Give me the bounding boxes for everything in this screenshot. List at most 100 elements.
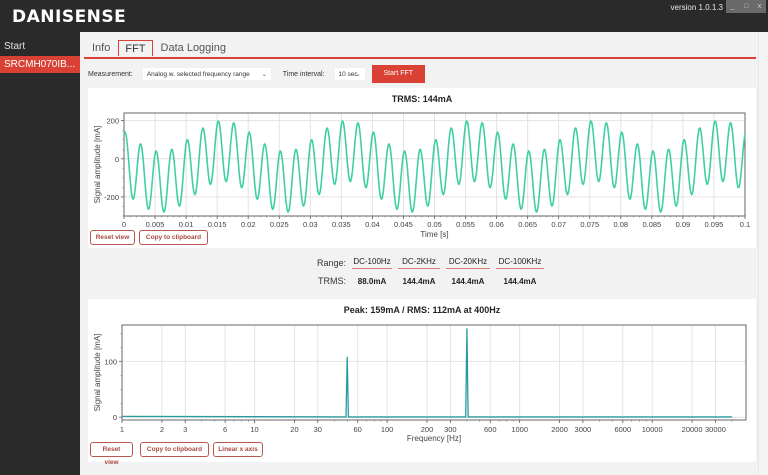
trms-value: 144.4mA (402, 276, 436, 286)
svg-text:6000: 6000 (614, 425, 631, 434)
svg-text:0.015: 0.015 (208, 220, 227, 229)
svg-text:0.095: 0.095 (705, 220, 724, 229)
svg-text:0.075: 0.075 (580, 220, 599, 229)
time-interval-value: 10 sec (338, 71, 358, 78)
trms-row: TRMS: 88.0mA 144.4mA 144.4mA 144.4mA (308, 272, 550, 290)
fft-spectrum-chart[interactable]: 1 2 3 6 10 20 30 60 100 200 300 600 1000 2000 3000 6000… (88, 299, 756, 462)
range-header: DC-100Hz (352, 257, 392, 269)
measurement-value: Analog w. selected frequency range (146, 71, 250, 78)
tab-fft[interactable]: FFT (118, 40, 153, 56)
svg-text:Signal amplitude [mA]: Signal amplitude [mA] (93, 126, 102, 204)
range-header: DC-100KHz (496, 257, 544, 269)
svg-text:2000: 2000 (551, 425, 568, 434)
trms-label: TRMS: (318, 276, 346, 286)
svg-text:0.055: 0.055 (456, 220, 475, 229)
vertical-scrollbar[interactable] (758, 32, 768, 475)
svg-text:100: 100 (104, 357, 117, 366)
sidebar: Start SRCMH070IB... (0, 32, 80, 475)
svg-text:0: 0 (113, 413, 117, 422)
maximize-icon[interactable]: □ (744, 3, 749, 10)
svg-text:0: 0 (122, 220, 126, 229)
svg-text:0.005: 0.005 (146, 220, 165, 229)
svg-text:3000: 3000 (575, 425, 592, 434)
measurement-select[interactable]: Analog w. selected frequency range ⌄ (141, 67, 272, 81)
chevron-down-icon: ⌄ (355, 72, 361, 78)
svg-text:0.065: 0.065 (518, 220, 537, 229)
measurement-label: Measurement: (88, 70, 133, 78)
svg-text:200: 200 (106, 117, 119, 126)
svg-text:30000: 30000 (705, 425, 726, 434)
svg-text:Frequency [Hz]: Frequency [Hz] (407, 434, 461, 443)
svg-text:0.035: 0.035 (332, 220, 351, 229)
tab-info[interactable]: Info (92, 42, 111, 54)
svg-text:10000: 10000 (642, 425, 663, 434)
svg-text:0.06: 0.06 (489, 220, 504, 229)
start-fft-button[interactable]: Start FFT (371, 65, 426, 83)
fft-chart-title: Peak: 159mA / RMS: 112mA at 400Hz (343, 305, 501, 315)
chevron-down-icon: ⌄ (261, 72, 267, 78)
svg-text:20000: 20000 (682, 425, 703, 434)
svg-text:0.045: 0.045 (394, 220, 413, 229)
svg-text:300: 300 (444, 425, 457, 434)
main-content: Info FFT Data Logging Measurement: Analo… (80, 32, 768, 475)
fft-chart-panel: Peak: 159mA / RMS: 112mA at 400Hz 1 2 3 6 10… (88, 299, 756, 466)
trms-value: 144.4mA (503, 276, 537, 286)
reset-view-button[interactable]: Reset view (90, 230, 135, 245)
svg-text:1: 1 (120, 425, 124, 434)
time-chart-title: TRMS: 144mA (391, 94, 453, 104)
range-label: Range: (316, 258, 346, 268)
svg-text:200: 200 (421, 425, 434, 434)
range-header: DC-20KHz (446, 257, 490, 269)
time-interval-select[interactable]: 10 sec ⌄ (333, 67, 366, 81)
svg-text:20: 20 (290, 425, 298, 434)
svg-text:0.025: 0.025 (270, 220, 289, 229)
title-bar: DANISENSE version 1.0.1.3 _ □ x (0, 0, 768, 32)
svg-text:Signal amplitude [mA]: Signal amplitude [mA] (93, 334, 102, 412)
svg-text:100: 100 (381, 425, 394, 434)
range-row: Range: DC-100Hz DC-2KHz DC-20KHz DC-100K… (308, 254, 550, 272)
copy-to-clipboard-button[interactable]: Copy to clipboard (139, 230, 208, 245)
svg-text:0.085: 0.085 (642, 220, 661, 229)
svg-text:30: 30 (314, 425, 322, 434)
fft-toolbar: Measurement: Analog w. selected frequenc… (88, 64, 426, 84)
tab-bar: Info FFT Data Logging (86, 40, 234, 58)
copy-to-clipboard-button[interactable]: Copy to clipboard (140, 442, 209, 457)
svg-text:0.09: 0.09 (676, 220, 691, 229)
svg-text:0.08: 0.08 (613, 220, 628, 229)
version-label: version 1.0.1.3 (670, 3, 723, 12)
trms-value: 144.4mA (451, 276, 485, 286)
svg-text:0.02: 0.02 (241, 220, 256, 229)
svg-text:600: 600 (484, 425, 497, 434)
trms-range-table: Range: DC-100Hz DC-2KHz DC-20KHz DC-100K… (308, 254, 550, 290)
minimize-icon[interactable]: _ (730, 3, 735, 10)
svg-text:0.1: 0.1 (740, 220, 750, 229)
svg-text:0.03: 0.03 (303, 220, 318, 229)
tab-underline (84, 57, 756, 59)
sidebar-item-device[interactable]: SRCMH070IB... (0, 56, 80, 73)
sidebar-item-start[interactable]: Start (4, 41, 26, 52)
window-controls: _ □ x (726, 0, 766, 13)
svg-text:Time [s]: Time [s] (420, 230, 448, 239)
svg-text:60: 60 (354, 425, 362, 434)
svg-text:2: 2 (160, 425, 164, 434)
svg-text:10: 10 (250, 425, 258, 434)
close-icon[interactable]: x (757, 3, 762, 10)
svg-text:0.05: 0.05 (427, 220, 442, 229)
svg-text:0.07: 0.07 (551, 220, 566, 229)
svg-text:-200: -200 (104, 193, 119, 202)
time-chart-panel: TRMS: 144mA 0 0.005 0.01 0.015 0.02 0.025 0.03… (88, 88, 756, 248)
tab-data-logging[interactable]: Data Logging (160, 42, 226, 54)
trms-value: 88.0mA (357, 276, 387, 286)
range-header: DC-2KHz (398, 257, 440, 269)
svg-text:1000: 1000 (511, 425, 528, 434)
svg-text:3: 3 (183, 425, 187, 434)
svg-text:0.01: 0.01 (179, 220, 194, 229)
danisense-logo: DANISENSE (12, 7, 127, 27)
svg-text:0: 0 (115, 155, 119, 164)
reset-view-button[interactable]: Reset view (90, 442, 133, 466)
linear-x-axis-button[interactable]: Linear x axis (213, 442, 263, 457)
svg-text:0.04: 0.04 (365, 220, 380, 229)
time-interval-label: Time interval: (282, 70, 325, 78)
time-domain-chart[interactable]: 0 0.005 0.01 0.015 0.02 0.025 0.03 0.035 0.04 0.0… (88, 88, 756, 248)
